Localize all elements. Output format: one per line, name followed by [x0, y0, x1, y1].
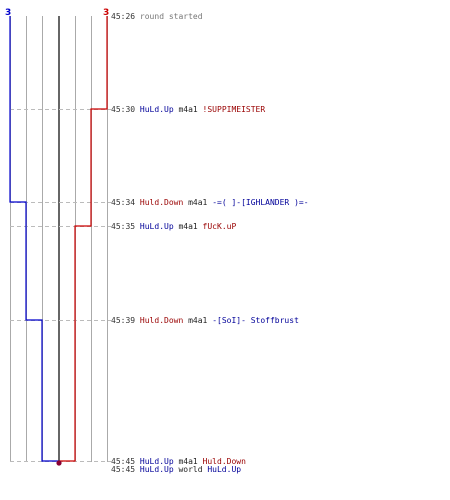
- right-score: 3: [103, 8, 110, 18]
- event-time: 45:35: [111, 222, 136, 231]
- blue-team-line: [9, 16, 59, 462]
- event-killer: HuLd.Up: [139, 457, 174, 466]
- event-weapon: world: [173, 465, 208, 474]
- event-victim: -=( ]-[IGHLANDER )=-: [212, 198, 309, 207]
- event-victim: Huld.Down: [202, 457, 246, 466]
- event-time: 45:39: [111, 316, 136, 325]
- event-weapon: m4a1: [173, 457, 203, 466]
- event-victim: fUcK.uP: [202, 222, 237, 231]
- event-row: 45:45 HuLd.Up world HuLd.Up: [111, 465, 241, 474]
- event-weapon: m4a1: [173, 105, 203, 114]
- round-end-marker: [56, 460, 62, 466]
- event-weapon: m4a1: [183, 198, 213, 207]
- event-time: 45:45: [111, 457, 136, 466]
- event-row: 45:45 HuLd.Up m4a1 Huld.Down: [111, 457, 246, 466]
- event-victim: -[SoI]- Stoffbrust: [212, 316, 299, 325]
- event-row: 45:34 Huld.Down m4a1 -=( ]-[IGHLANDER )=…: [111, 198, 309, 207]
- event-weapon: m4a1: [183, 316, 213, 325]
- event-victim: HuLd.Up: [207, 465, 242, 474]
- event-time: 45:34: [111, 198, 136, 207]
- event-text: round started: [139, 12, 203, 21]
- event-killer: HuLd.Up: [139, 222, 174, 231]
- event-time: 45:30: [111, 105, 136, 114]
- event-killer: HuLd.Up: [139, 105, 174, 114]
- event-killer: Huld.Down: [139, 316, 184, 325]
- event-row: 45:39 Huld.Down m4a1 -[SoI]- Stoffbrust: [111, 316, 299, 325]
- event-killer: Huld.Down: [139, 198, 184, 207]
- event-weapon: m4a1: [173, 222, 203, 231]
- event-row: 45:30 HuLd.Up m4a1 !SUPPIMEISTER: [111, 105, 265, 114]
- event-row: 45:26 round started: [111, 12, 203, 21]
- event-killer: HuLd.Up: [139, 465, 174, 474]
- event-victim: !SUPPIMEISTER: [202, 105, 266, 114]
- kill-timeline: [9, 16, 111, 466]
- event-time: 45:45: [111, 465, 136, 474]
- event-row: 45:35 HuLd.Up m4a1 fUcK.uP: [111, 222, 236, 231]
- left-score: 3: [5, 8, 12, 18]
- event-time: 45:26: [111, 12, 136, 21]
- red-team-line: [59, 16, 108, 462]
